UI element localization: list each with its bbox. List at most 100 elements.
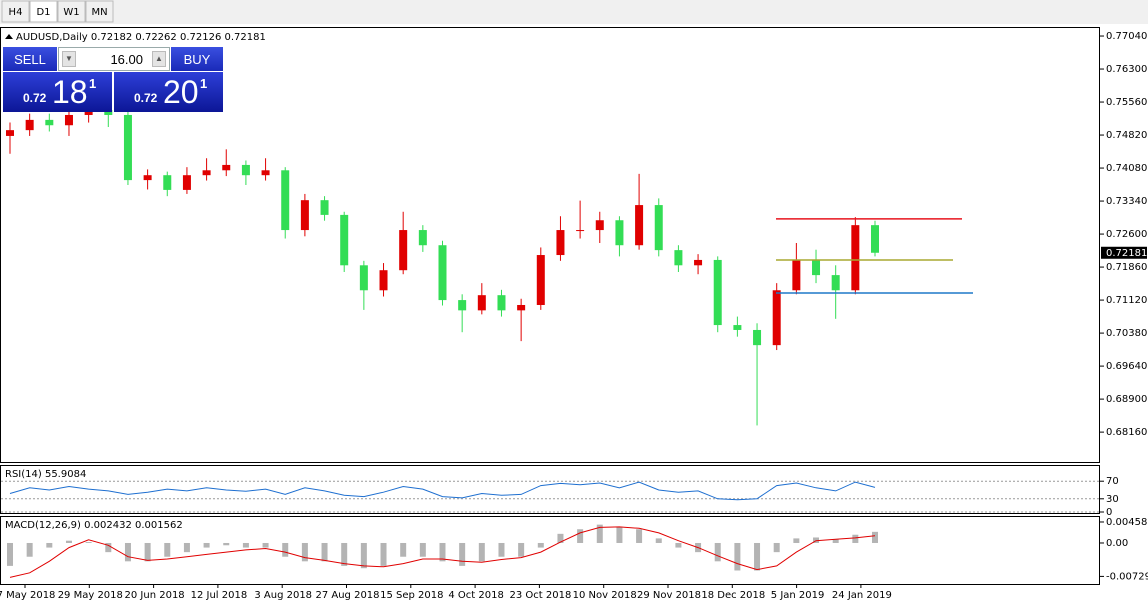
sell-button[interactable]: SELL: [3, 47, 57, 71]
volume-box[interactable]: ▼ 16.00 ▲: [58, 47, 170, 71]
macd-bar: [636, 529, 643, 543]
y-tick-label: 0.69640: [1106, 361, 1147, 372]
candle-body: [595, 220, 604, 231]
chart-title: AUDUSD,Daily 0.72182 0.72262 0.72126 0.7…: [16, 32, 266, 43]
y-tick-label: 0.76300: [1106, 64, 1147, 75]
x-tick-label: 23 Oct 2018: [509, 590, 571, 601]
x-tick-label: 12 Jul 2018: [191, 590, 248, 601]
macd-title: MACD(12,26,9) 0.002432 0.001562: [5, 520, 183, 531]
candle-body: [202, 170, 211, 176]
candle-body: [6, 130, 14, 136]
tab-label[interactable]: H4: [9, 7, 23, 18]
ask-main: 20: [163, 74, 199, 110]
bid-sup: 1: [89, 76, 97, 91]
macd-bar: [400, 542, 407, 557]
candle-body: [143, 175, 152, 181]
y-tick-label: 70: [1106, 476, 1119, 487]
candle-body: [84, 110, 93, 115]
candle-body: [536, 255, 545, 305]
macd-bar: [478, 542, 485, 562]
macd-bar: [714, 542, 721, 562]
ask-big: 0.72: [134, 91, 158, 105]
candle-body: [733, 325, 742, 330]
y-tick-label: 0.75560: [1106, 97, 1147, 108]
macd-bar: [518, 542, 525, 557]
bid-price[interactable]: 0.72 18 1: [3, 72, 112, 112]
tab[interactable]: [85, 0, 114, 23]
macd-bar: [65, 540, 72, 543]
candle-body: [123, 114, 132, 181]
tab-label[interactable]: W1: [63, 7, 79, 18]
candle-body: [497, 295, 506, 311]
macd-bar: [223, 542, 230, 546]
y-tick-label: 0.74080: [1106, 163, 1147, 174]
macd-panel: [0, 516, 1100, 585]
macd-bar: [7, 542, 13, 566]
macd-bar: [301, 542, 308, 562]
y-tick-label: 0.70380: [1106, 328, 1147, 339]
x-tick-label: 29 Nov 2018: [637, 590, 701, 601]
x-tick-label: 24 Jan 2019: [832, 590, 892, 601]
y-tick-label: 30: [1106, 494, 1119, 505]
ask-price[interactable]: 0.72 20 1: [114, 72, 223, 112]
tab[interactable]: [29, 0, 58, 23]
candle-body: [654, 205, 663, 251]
candle-body: [241, 164, 250, 176]
x-tick-label: 4 Oct 2018: [448, 590, 503, 601]
x-tick-label: 7 May 2018: [0, 590, 55, 601]
tab[interactable]: [57, 0, 86, 23]
candle-body: [792, 259, 801, 291]
current-price-label: 0.72181: [1106, 248, 1147, 259]
candle-body: [25, 119, 34, 131]
y-tick-label: 0.72600: [1106, 229, 1147, 240]
macd-bar: [832, 539, 839, 543]
macd-bar: [459, 542, 466, 566]
candle-body: [45, 119, 54, 126]
buy-button[interactable]: BUY: [171, 47, 223, 71]
macd-bar: [203, 542, 210, 548]
x-tick-label: 18 Dec 2018: [701, 590, 765, 601]
volume-up[interactable]: ▲: [152, 51, 166, 67]
macd-bar: [85, 542, 92, 543]
candle-body: [379, 270, 388, 291]
y-tick-label: -0.007292: [1106, 571, 1148, 582]
candle-body: [458, 300, 467, 311]
y-tick-label: 0.00: [1106, 538, 1128, 549]
candle-body: [477, 295, 486, 311]
current-price-box: [1101, 246, 1147, 259]
macd-bar: [26, 542, 33, 557]
bid-big: 0.72: [23, 91, 47, 105]
y-tick-label: 0.68900: [1106, 394, 1147, 405]
candle-body: [281, 170, 290, 231]
macd-bar: [105, 542, 112, 553]
tab-label[interactable]: MN: [91, 7, 107, 18]
x-tick-label: 5 Jan 2019: [771, 590, 825, 601]
candle-body: [399, 230, 408, 271]
macd-bar: [164, 542, 171, 557]
candle-body: [694, 259, 703, 266]
candle-body: [812, 259, 821, 276]
macd-bar: [341, 542, 348, 566]
macd-bar: [144, 542, 151, 562]
candle-body: [635, 205, 644, 246]
tab-bar: [0, 0, 1148, 24]
macd-bar: [734, 542, 741, 571]
volume[interactable]: 16.00: [110, 52, 143, 67]
macd-bar: [577, 529, 584, 543]
volume-down[interactable]: ▼: [62, 51, 76, 67]
collapse-icon[interactable]: [5, 34, 13, 39]
macd-bar: [872, 531, 878, 543]
macd-bar: [419, 542, 426, 557]
macd-bar: [439, 542, 446, 562]
macd-bar: [360, 542, 367, 569]
candle-body: [438, 245, 447, 301]
y-tick-label: 0.77040: [1106, 31, 1147, 42]
candle-body: [713, 259, 722, 326]
candle-body: [753, 329, 762, 346]
tab[interactable]: [1, 0, 30, 23]
candle-body: [517, 304, 526, 311]
y-tick-label: 0.004583: [1106, 517, 1148, 528]
tab-label[interactable]: D1: [36, 7, 50, 18]
y-tick-label: 0.71120: [1106, 295, 1147, 306]
